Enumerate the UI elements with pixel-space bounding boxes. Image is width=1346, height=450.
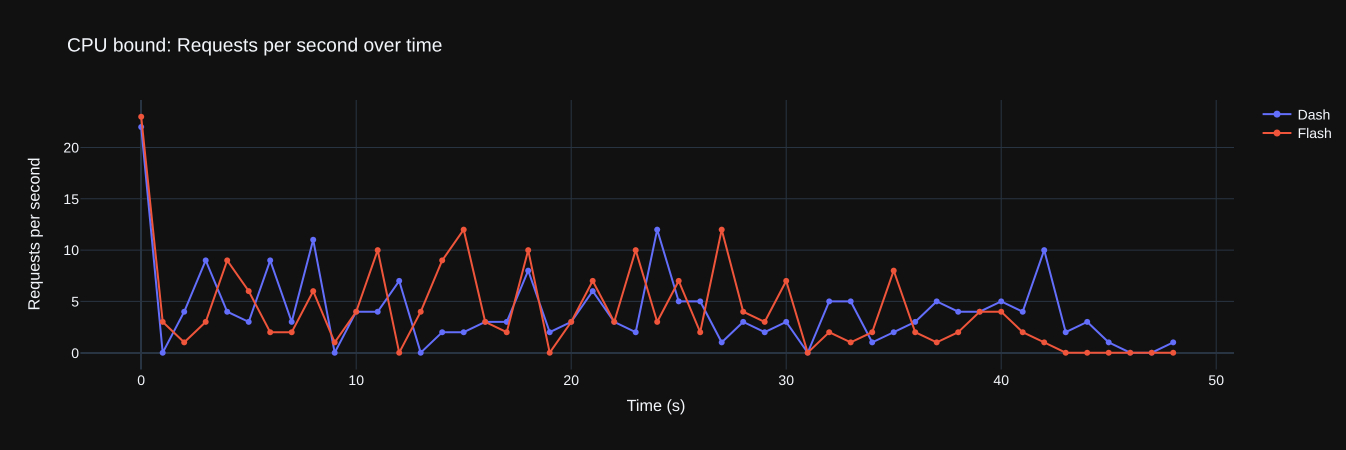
svg-text:CPU bound: Requests per second: CPU bound: Requests per second over time (67, 36, 442, 57)
svg-text:10: 10 (348, 372, 364, 388)
svg-text:40: 40 (993, 372, 1009, 388)
svg-text:5: 5 (71, 294, 79, 310)
svg-text:Dash: Dash (1298, 106, 1331, 122)
svg-text:Flash: Flash (1298, 125, 1332, 141)
svg-text:Requests per second: Requests per second (26, 158, 44, 311)
svg-text:15: 15 (63, 191, 79, 207)
svg-text:30: 30 (778, 372, 794, 388)
svg-text:0: 0 (71, 345, 79, 361)
svg-text:0: 0 (137, 372, 145, 388)
svg-text:20: 20 (563, 372, 579, 388)
svg-text:50: 50 (1208, 372, 1224, 388)
svg-text:Time (s): Time (s) (627, 397, 686, 415)
svg-text:10: 10 (63, 242, 79, 258)
svg-text:20: 20 (63, 140, 79, 156)
